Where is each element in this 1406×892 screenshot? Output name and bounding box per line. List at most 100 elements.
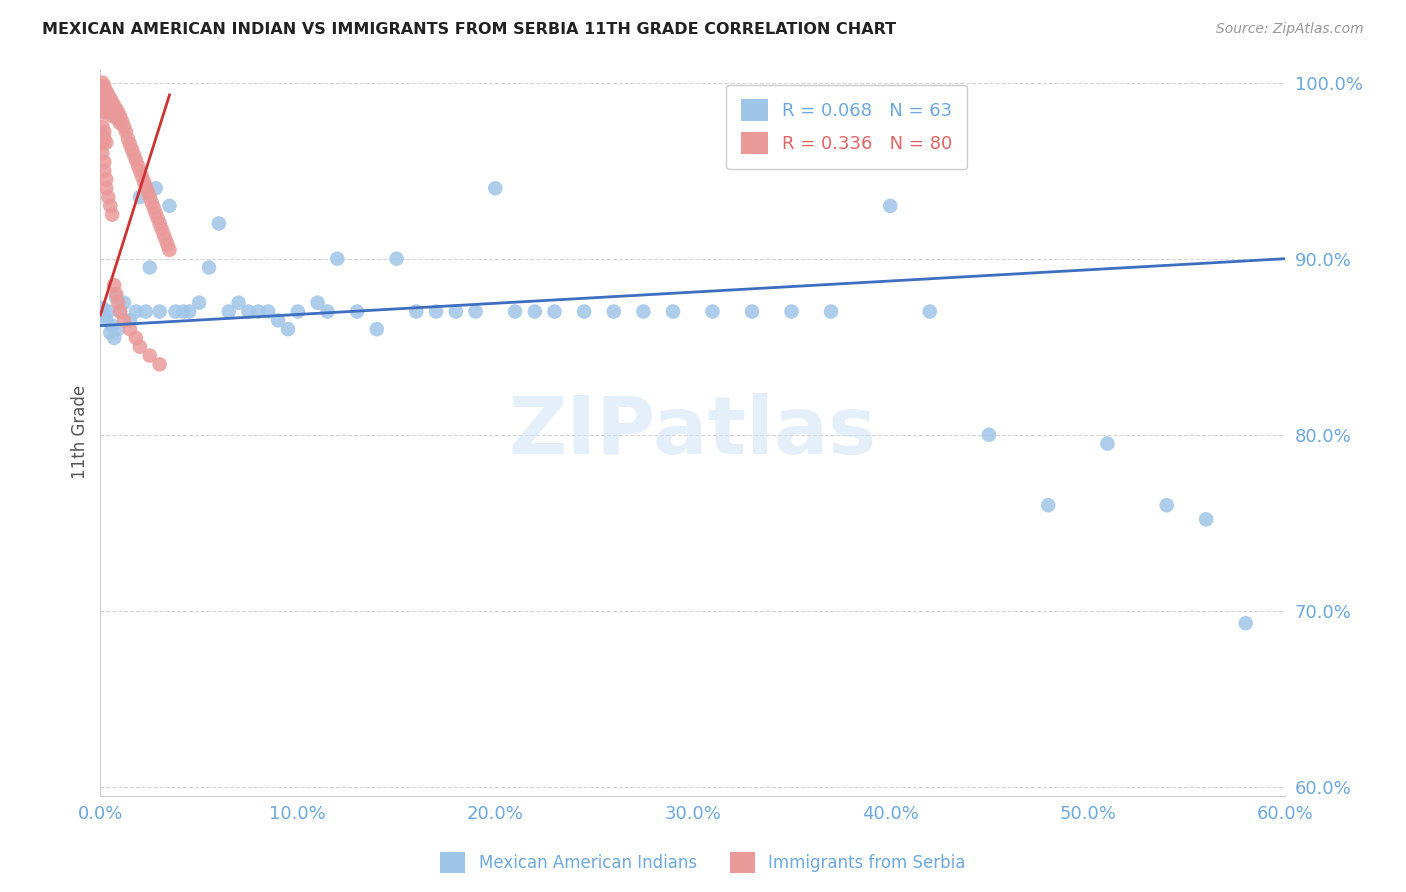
Point bbox=[1097, 436, 1119, 450]
Point bbox=[125, 304, 148, 318]
Point bbox=[208, 217, 231, 231]
Point bbox=[603, 304, 626, 318]
Point bbox=[702, 304, 724, 318]
Point bbox=[172, 304, 194, 318]
Point bbox=[105, 290, 128, 304]
Point bbox=[484, 181, 506, 195]
Point bbox=[145, 206, 167, 220]
Point bbox=[93, 84, 115, 98]
Point bbox=[146, 211, 169, 226]
Point bbox=[780, 304, 803, 318]
Point bbox=[108, 304, 131, 318]
Point bbox=[135, 304, 157, 318]
Point bbox=[96, 84, 118, 98]
Point bbox=[93, 163, 115, 178]
Point bbox=[107, 112, 129, 127]
Point bbox=[366, 322, 388, 336]
Point bbox=[111, 114, 134, 128]
Point bbox=[277, 322, 299, 336]
Point bbox=[879, 199, 901, 213]
Point bbox=[326, 252, 349, 266]
Point bbox=[101, 208, 124, 222]
Point bbox=[91, 301, 114, 315]
Point bbox=[247, 304, 270, 318]
Point bbox=[96, 136, 118, 150]
Point bbox=[91, 79, 114, 94]
Point bbox=[101, 95, 124, 109]
Point bbox=[97, 304, 120, 318]
Point bbox=[977, 427, 1000, 442]
Point bbox=[918, 304, 941, 318]
Point bbox=[122, 148, 145, 162]
Point bbox=[93, 91, 115, 105]
Point bbox=[149, 304, 172, 318]
Point bbox=[96, 98, 118, 112]
Text: Source: ZipAtlas.com: Source: ZipAtlas.com bbox=[1216, 22, 1364, 37]
Point bbox=[93, 308, 115, 322]
Point bbox=[1195, 512, 1218, 526]
Point bbox=[150, 221, 173, 235]
Point bbox=[257, 304, 280, 318]
Point bbox=[93, 105, 115, 120]
Point bbox=[108, 304, 131, 318]
Point bbox=[105, 102, 128, 116]
Point bbox=[287, 304, 309, 318]
Legend: R = 0.068   N = 63, R = 0.336   N = 80: R = 0.068 N = 63, R = 0.336 N = 80 bbox=[727, 85, 967, 169]
Point bbox=[128, 190, 150, 204]
Point bbox=[91, 76, 114, 90]
Point bbox=[307, 295, 329, 310]
Point bbox=[503, 304, 526, 318]
Point bbox=[125, 331, 148, 345]
Point bbox=[112, 295, 135, 310]
Point bbox=[91, 120, 114, 134]
Point bbox=[136, 185, 159, 199]
Legend: Mexican American Indians, Immigrants from Serbia: Mexican American Indians, Immigrants fro… bbox=[433, 846, 973, 880]
Point bbox=[131, 169, 153, 183]
Point bbox=[572, 304, 595, 318]
Point bbox=[93, 132, 115, 146]
Point bbox=[96, 313, 118, 327]
Point bbox=[112, 120, 135, 134]
Point bbox=[112, 313, 135, 327]
Point bbox=[135, 179, 157, 194]
Point bbox=[316, 304, 339, 318]
Point bbox=[96, 181, 118, 195]
Point bbox=[346, 304, 368, 318]
Point bbox=[156, 237, 179, 252]
Point bbox=[101, 318, 124, 333]
Point bbox=[179, 304, 201, 318]
Point bbox=[103, 105, 125, 120]
Point bbox=[543, 304, 565, 318]
Point bbox=[97, 190, 120, 204]
Point bbox=[117, 132, 139, 146]
Point bbox=[145, 181, 167, 195]
Point bbox=[228, 295, 250, 310]
Point bbox=[93, 125, 115, 139]
Point bbox=[444, 304, 467, 318]
Point bbox=[138, 349, 160, 363]
Point bbox=[149, 217, 172, 231]
Point bbox=[96, 105, 118, 120]
Point bbox=[91, 89, 114, 103]
Point bbox=[91, 84, 114, 98]
Point bbox=[93, 98, 115, 112]
Point bbox=[96, 91, 118, 105]
Point bbox=[98, 199, 121, 213]
Point bbox=[108, 116, 131, 130]
Point bbox=[159, 243, 181, 257]
Point bbox=[218, 304, 240, 318]
Point bbox=[101, 109, 124, 123]
Point bbox=[93, 154, 115, 169]
Point bbox=[91, 128, 114, 143]
Point bbox=[238, 304, 260, 318]
Point bbox=[523, 304, 546, 318]
Point bbox=[165, 304, 187, 318]
Point bbox=[198, 260, 221, 275]
Point bbox=[820, 304, 842, 318]
Point bbox=[91, 146, 114, 161]
Point bbox=[118, 313, 141, 327]
Point bbox=[141, 195, 163, 210]
Point bbox=[97, 102, 120, 116]
Point bbox=[138, 260, 160, 275]
Text: MEXICAN AMERICAN INDIAN VS IMMIGRANTS FROM SERBIA 11TH GRADE CORRELATION CHART: MEXICAN AMERICAN INDIAN VS IMMIGRANTS FR… bbox=[42, 22, 896, 37]
